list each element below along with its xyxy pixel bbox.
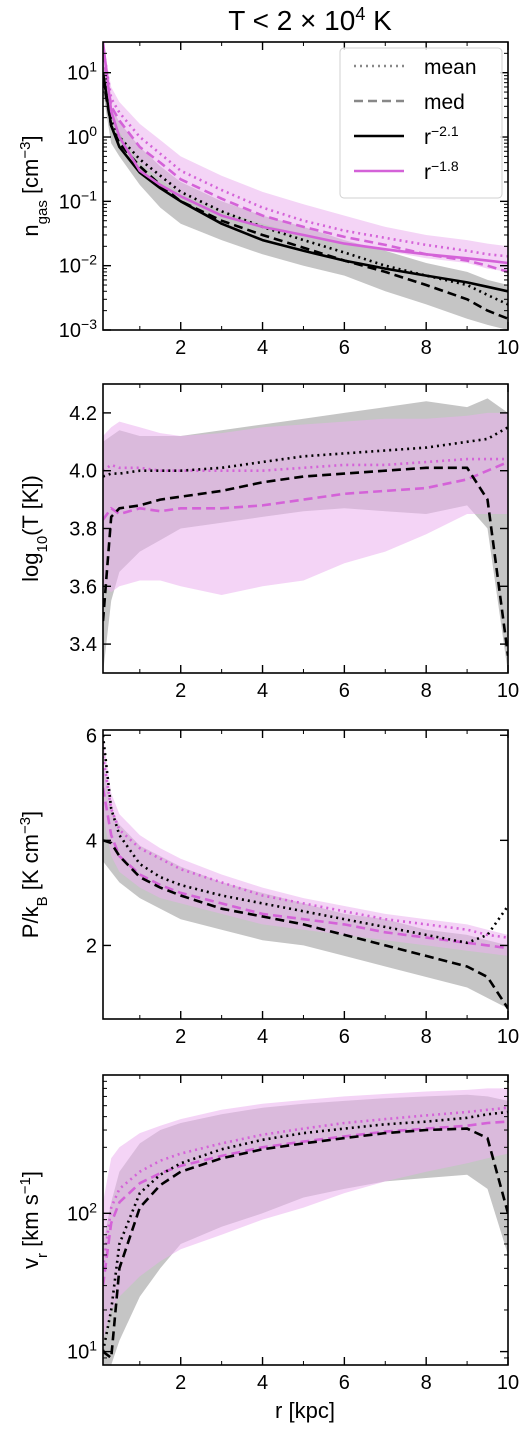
x-tick-label: 10 xyxy=(497,1026,519,1048)
magenta-spread-band xyxy=(103,42,508,272)
plot-area xyxy=(103,398,508,673)
x-tick-label: 8 xyxy=(421,1026,432,1048)
y-tick-label: 3.8 xyxy=(69,519,97,541)
x-tick-label: 4 xyxy=(257,680,268,702)
series-magenta-solid xyxy=(103,42,508,265)
y-tick-label: 101 xyxy=(67,1338,97,1364)
axes-frame xyxy=(102,729,509,1020)
x-tick-label: 6 xyxy=(339,1372,350,1394)
x-tick-label: 2 xyxy=(175,337,186,359)
series-magenta-dashed xyxy=(103,53,508,274)
legend-label: mean xyxy=(424,56,477,79)
x-tick-label: 2 xyxy=(175,1372,186,1394)
x-axis-label: r [kpc] xyxy=(275,1398,335,1423)
x-tick-label: 6 xyxy=(339,1026,350,1048)
x-tick-label: 4 xyxy=(257,1026,268,1048)
black-spread-band xyxy=(103,61,508,330)
y-tick-label: 100 xyxy=(67,123,97,149)
y-tick-label: 4.2 xyxy=(69,403,97,425)
legend-box xyxy=(339,47,503,199)
series-black-solid xyxy=(103,72,508,293)
legend-label: r−1.8 xyxy=(424,158,459,184)
y-tick-label: 3.6 xyxy=(69,576,97,598)
series-magenta-dashed xyxy=(103,460,508,521)
series-magenta-dotted xyxy=(103,1106,508,1269)
y-tick-label: 101 xyxy=(67,59,97,85)
x-tick-label: 8 xyxy=(421,1372,432,1394)
y-axis-label: P/kB [K cm−3] xyxy=(17,811,51,938)
legend-label: r−2.1 xyxy=(424,123,459,149)
x-tick-label: 10 xyxy=(497,337,519,359)
magenta-spread-band xyxy=(103,735,508,956)
series-magenta-dashed xyxy=(103,787,508,950)
legend: mean med r−2.1 r−1.8 xyxy=(339,47,503,199)
x-tick-label: 6 xyxy=(339,680,350,702)
series-magenta-dotted xyxy=(103,46,508,258)
panel-2: 2 4 6 8 10 3.4 3.6 3.8 4.0 4.2 log10(T [K]) xyxy=(18,383,519,702)
x-tick-label: 10 xyxy=(497,1372,519,1394)
plot-area xyxy=(103,1088,508,1365)
series-magenta-dashed xyxy=(103,1120,508,1286)
series-black-dotted xyxy=(103,1110,508,1352)
y-tick-label: 2 xyxy=(86,935,97,957)
y-axis-label: ngas [cm−3] xyxy=(17,135,51,236)
series-black-dashed xyxy=(103,839,508,1010)
x-tick-label: 8 xyxy=(421,680,432,702)
y-tick-label: 10−2 xyxy=(59,252,97,278)
y-tick-label: 10−3 xyxy=(59,316,97,342)
panels: 2 4 6 8 10 10−3 10−2 10−1 100 101 ngas [cm−3] 2 4 6 8 1… xyxy=(17,41,520,1394)
magenta-spread-band xyxy=(103,1088,508,1341)
y-tick-label: 4.0 xyxy=(69,461,97,483)
series-black-dashed xyxy=(103,466,508,656)
series-magenta-dotted xyxy=(103,756,508,939)
series-black-dashed xyxy=(103,78,508,320)
plot-area xyxy=(103,735,508,1010)
legend-label: med xyxy=(424,91,465,114)
plot-area xyxy=(103,42,508,330)
y-tick-label: 102 xyxy=(67,1199,97,1225)
series-black-dashed xyxy=(103,1127,508,1360)
x-tick-label: 8 xyxy=(421,337,432,359)
x-tick-label: 4 xyxy=(257,337,268,359)
panel-3: 2 4 6 8 10 2 4 6 P/kB [K cm−3] xyxy=(17,725,520,1048)
black-spread-band xyxy=(103,761,508,1009)
magenta-spread-band xyxy=(103,412,508,595)
x-tick-label: 10 xyxy=(497,680,519,702)
series-magenta-dotted xyxy=(103,457,508,472)
x-tick-label: 4 xyxy=(257,1372,268,1394)
axes-frame xyxy=(102,41,509,331)
panel-1: 2 4 6 8 10 10−3 10−2 10−1 100 101 ngas [cm−3] xyxy=(17,41,519,359)
y-tick-label: 10−1 xyxy=(59,187,97,213)
x-tick-label: 2 xyxy=(175,680,186,702)
panel-4: 2 4 6 8 10 101 102 vr [km s−1] xyxy=(17,1074,519,1394)
figure-title: T < 2 × 104 K xyxy=(228,4,392,36)
y-tick-label: 3.4 xyxy=(69,634,97,656)
y-axis-label: log10(T [K]) xyxy=(18,475,51,582)
y-axis-label: vr [km s−1] xyxy=(17,1171,51,1269)
x-tick-label: 2 xyxy=(175,1026,186,1048)
x-tick-label: 6 xyxy=(339,337,350,359)
y-tick-label: 6 xyxy=(86,725,97,747)
y-tick-label: 4 xyxy=(86,830,97,852)
